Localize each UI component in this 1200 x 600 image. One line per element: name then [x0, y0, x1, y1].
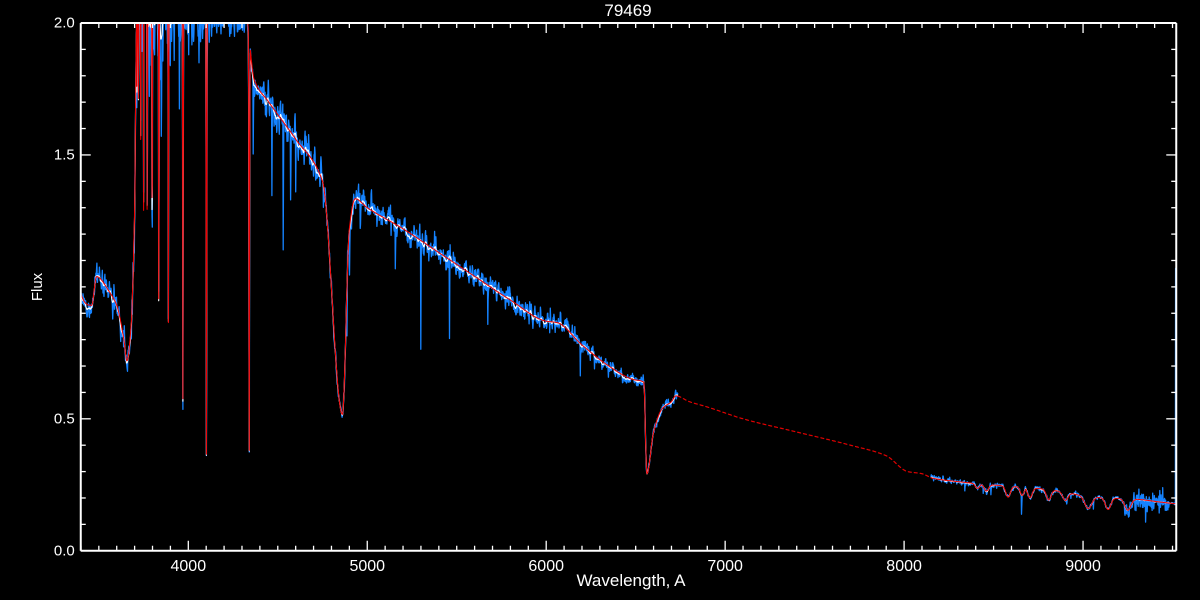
svg-text:2.0: 2.0: [54, 15, 75, 32]
svg-text:79469: 79469: [604, 1, 651, 20]
svg-text:0.5: 0.5: [54, 410, 75, 427]
svg-text:0.0: 0.0: [54, 542, 75, 559]
svg-text:7000: 7000: [707, 558, 743, 575]
svg-text:Wavelength, A: Wavelength, A: [577, 571, 687, 590]
svg-text:5000: 5000: [349, 558, 385, 575]
svg-text:Flux: Flux: [29, 272, 46, 301]
svg-text:9000: 9000: [1065, 558, 1101, 575]
svg-text:4000: 4000: [171, 558, 207, 575]
svg-text:6000: 6000: [528, 558, 564, 575]
svg-text:8000: 8000: [886, 558, 922, 575]
svg-text:1.5: 1.5: [54, 146, 75, 163]
